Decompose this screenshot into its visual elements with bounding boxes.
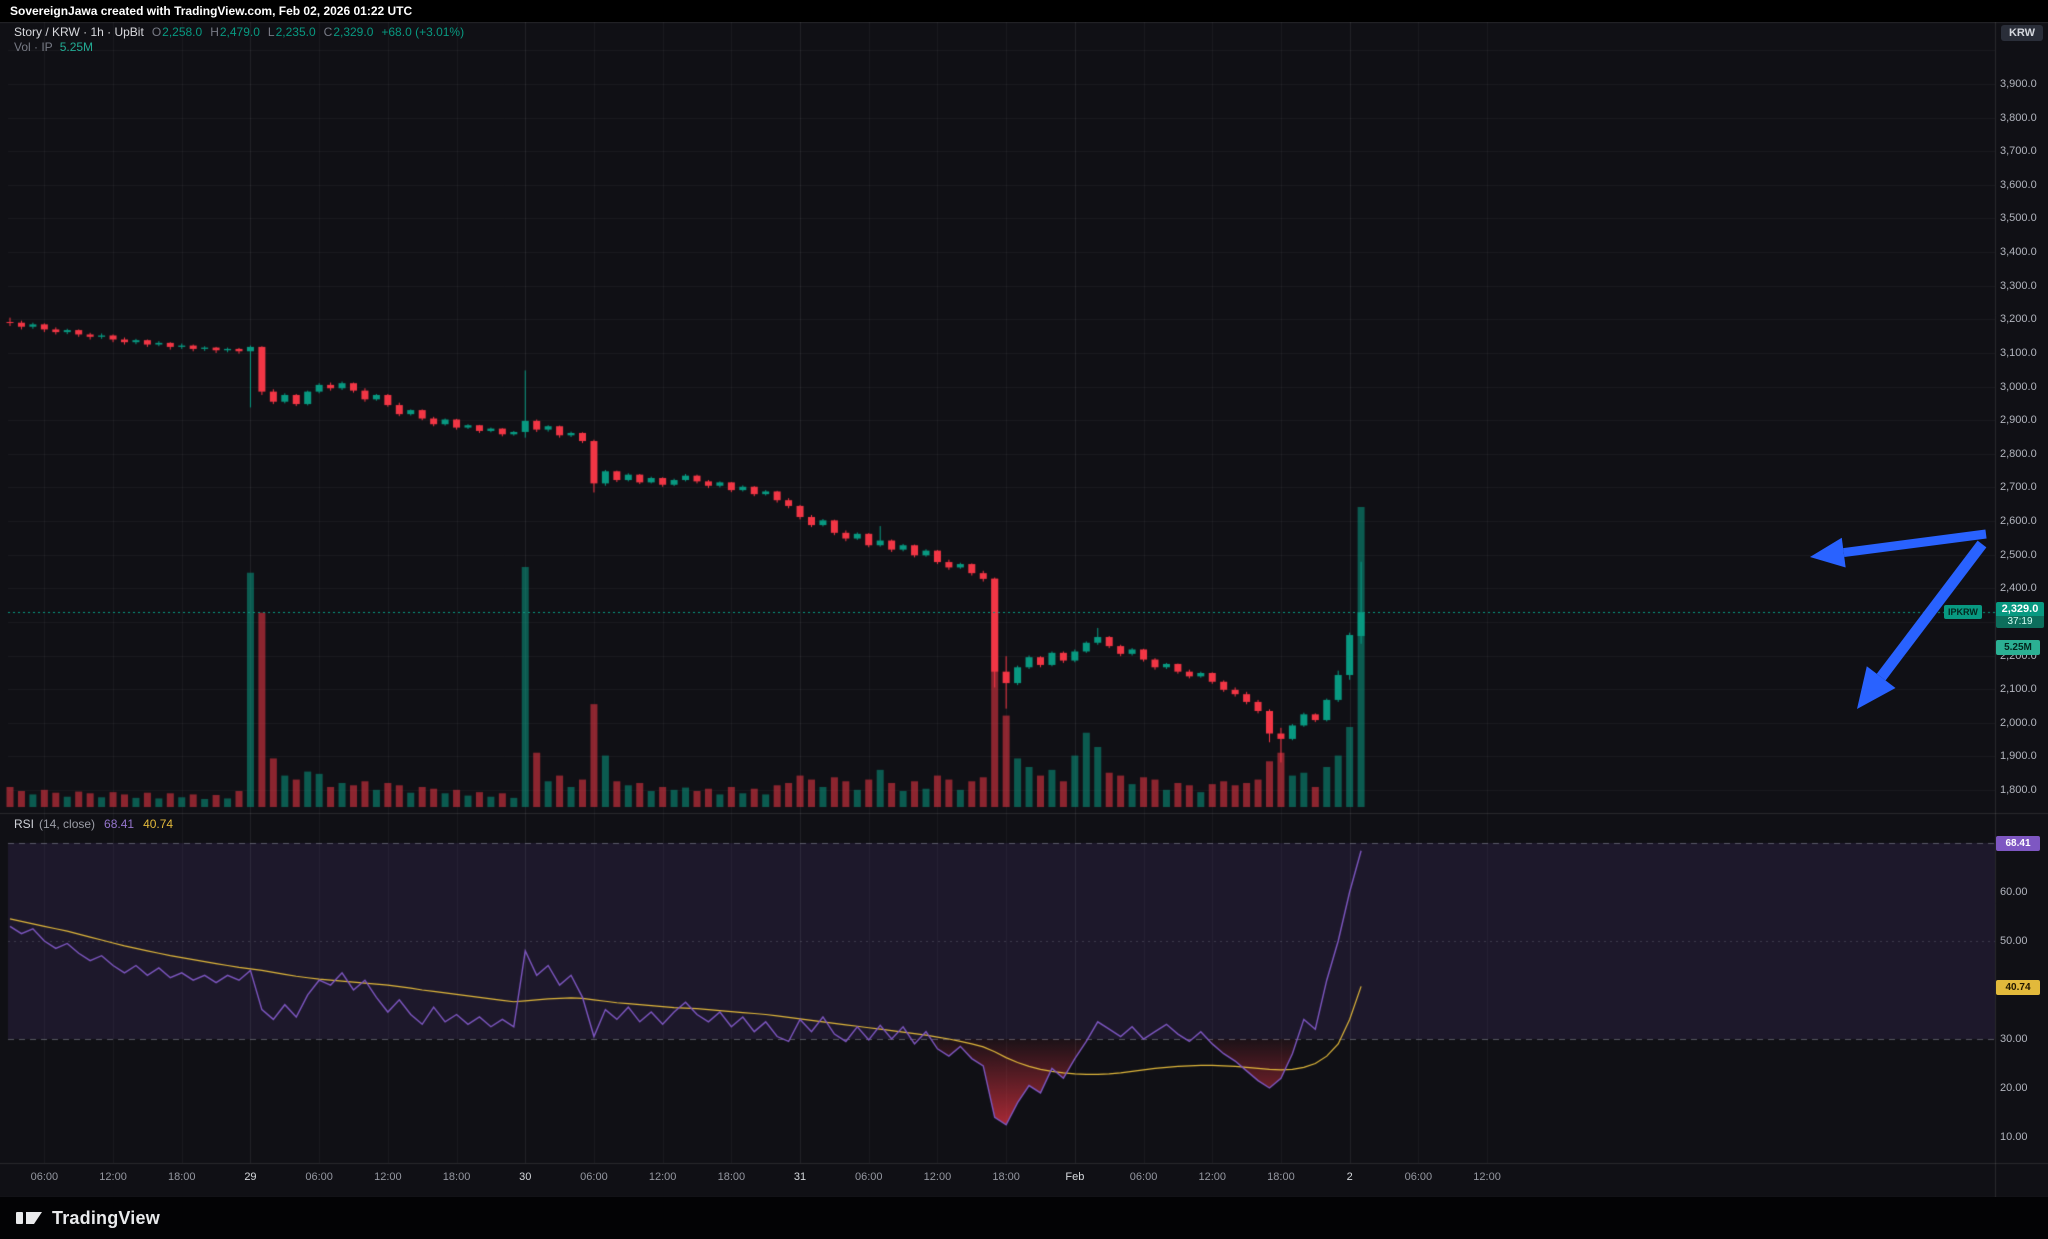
ohlc-open-value: 2,258.0 xyxy=(162,25,203,39)
volume-study-value: 5.25M xyxy=(59,40,94,54)
price-axis-label: 1,800.0 xyxy=(2000,784,2037,797)
rsi-title[interactable]: RSI xyxy=(14,817,35,831)
rsi-axis-label: 50.00 xyxy=(2000,935,2028,947)
symbol-title[interactable]: Story / KRW · 1h · UpBit xyxy=(14,25,144,39)
ohlc-close-label: C xyxy=(323,25,333,39)
price-axis-label: 3,200.0 xyxy=(2000,313,2037,326)
price-axis-label: 3,700.0 xyxy=(2000,145,2037,158)
ohlc-low-value: 2,235.0 xyxy=(275,25,316,39)
rsi-params: (14, close) xyxy=(39,817,96,831)
ohlc-high-label: H xyxy=(210,25,219,39)
price-axis-label: 2,900.0 xyxy=(2000,414,2037,427)
bar-countdown: 37:19 xyxy=(1996,616,2044,628)
ohlc-low-label: L xyxy=(267,25,275,39)
rsi-legend[interactable]: RSI (14, close) 68.41 40.74 xyxy=(14,817,173,831)
tradingview-logo[interactable]: TradingView xyxy=(14,1208,160,1229)
price-axis-label: 3,600.0 xyxy=(2000,178,2037,191)
tradingview-logo-icon xyxy=(16,1212,42,1224)
price-axis-label: 2,400.0 xyxy=(2000,582,2037,595)
footer-bar: TradingView xyxy=(0,1197,2048,1239)
symbol-legend[interactable]: Story / KRW · 1h · UpBit O 2,258.0 H 2,4… xyxy=(14,25,464,39)
volume-badge: 5.25M xyxy=(1996,640,2040,655)
price-axis[interactable]: 3,900.0 3,800.0 3,700.0 3,600.0 3,500.0 3,400… xyxy=(2000,0,2048,1200)
ohlc-close-value: 2,329.0 xyxy=(333,25,374,39)
price-axis-label: 2,000.0 xyxy=(2000,716,2037,729)
last-price-badge: 2,329.0 37:19 xyxy=(1996,602,2044,628)
rsi-axis-label: 60.00 xyxy=(2000,886,2028,898)
rsi-axis-label: 20.00 xyxy=(2000,1082,2028,1094)
ohlc-open-label: O xyxy=(151,25,162,39)
currency-krw-button[interactable]: KRW xyxy=(2001,25,2043,41)
change-value: +68.0 (+3.01%) xyxy=(381,25,465,39)
rsi-value-badge: 68.41 xyxy=(1996,836,2040,851)
tradingview-wordmark: TradingView xyxy=(52,1207,160,1228)
price-axis-label: 3,100.0 xyxy=(2000,346,2037,359)
price-line-symbol-tag: IPKRW xyxy=(1944,605,1982,619)
rsi-value: 68.41 xyxy=(104,817,135,831)
attribution-bar: SovereignJawa created with TradingView.c… xyxy=(0,0,2048,22)
rsi-ma-value: 40.74 xyxy=(143,817,174,831)
price-axis-label: 2,600.0 xyxy=(2000,515,2037,528)
price-axis-label: 2,800.0 xyxy=(2000,447,2037,460)
price-axis-label: 3,500.0 xyxy=(2000,212,2037,225)
rsi-axis-label: 10.00 xyxy=(2000,1131,2028,1143)
price-axis-label: 3,900.0 xyxy=(2000,78,2037,90)
price-axis-label: 2,700.0 xyxy=(2000,481,2037,494)
volume-legend[interactable]: Vol · IP 5.25M xyxy=(14,40,93,54)
last-price-value: 2,329.0 xyxy=(1996,602,2044,616)
volume-study-label[interactable]: Vol · IP xyxy=(14,40,53,54)
price-axis-label: 3,300.0 xyxy=(2000,279,2037,292)
price-axis-label: 3,000.0 xyxy=(2000,380,2037,393)
rsi-ma-badge: 40.74 xyxy=(1996,980,2040,995)
price-axis-label: 1,900.0 xyxy=(2000,750,2037,763)
price-axis-label: 2,500.0 xyxy=(2000,548,2037,561)
attribution-text: SovereignJawa created with TradingView.c… xyxy=(10,4,413,18)
price-axis-label: 3,800.0 xyxy=(2000,111,2037,124)
rsi-axis-label: 30.00 xyxy=(2000,1033,2028,1045)
price-axis-label: 2,100.0 xyxy=(2000,683,2037,696)
ohlc-high-value: 2,479.0 xyxy=(219,25,260,39)
price-axis-label: 3,400.0 xyxy=(2000,246,2037,259)
